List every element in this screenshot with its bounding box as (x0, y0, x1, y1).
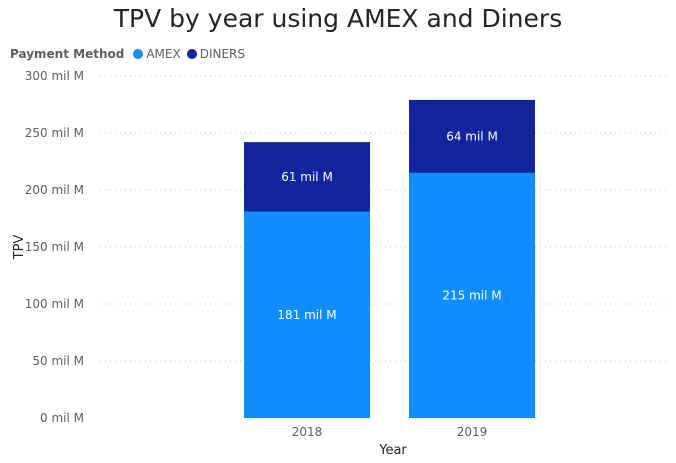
gridlines (100, 75, 668, 362)
data-label-diners-2019: 64 mil M (446, 129, 498, 143)
y-tick-label: 0 mil M (40, 411, 84, 425)
y-axis-title: TPV (12, 235, 27, 261)
x-axis-ticks: 2018 2019 (292, 425, 488, 439)
y-tick-label: 250 mil M (25, 126, 84, 140)
x-axis-title: Year (378, 443, 407, 458)
data-label-amex-2018: 181 mil M (277, 308, 336, 322)
legend-swatch-diners (186, 49, 197, 59)
y-tick-label: 300 mil M (25, 69, 84, 83)
y-tick-label: 200 mil M (25, 183, 84, 197)
bar-diners-2018[interactable] (244, 142, 370, 212)
legend: Payment Method AMEX DINERS (10, 45, 251, 63)
y-tick-label: 150 mil M (25, 240, 84, 254)
y-tick-label: 100 mil M (25, 297, 84, 311)
data-label-diners-2018: 61 mil M (281, 170, 333, 184)
bar-amex-2018[interactable] (244, 211, 370, 418)
y-axis-ticks: 0 mil M 50 mil M 100 mil M 150 mil M 200 mil… (25, 69, 84, 425)
legend-title: Payment Method (10, 47, 125, 61)
chart-title: TPV by year using AMEX and Diners (113, 4, 563, 33)
x-tick-label: 2018 (292, 425, 323, 439)
y-tick-label: 50 mil M (32, 354, 84, 368)
legend-swatch-amex (133, 49, 144, 59)
legend-item-amex[interactable]: AMEX (133, 47, 181, 61)
bar-diners-2019[interactable] (409, 99, 535, 173)
legend-label-diners: DINERS (199, 47, 245, 61)
bar-amex-2019[interactable] (409, 172, 535, 418)
data-label-amex-2019: 215 mil M (442, 288, 501, 302)
legend-label-amex: AMEX (146, 47, 181, 61)
x-tick-label: 2019 (457, 425, 488, 439)
bars: 181 mil M 61 mil M 215 mil M 64 mil M (244, 99, 535, 418)
legend-item-diners[interactable]: DINERS (186, 47, 245, 61)
